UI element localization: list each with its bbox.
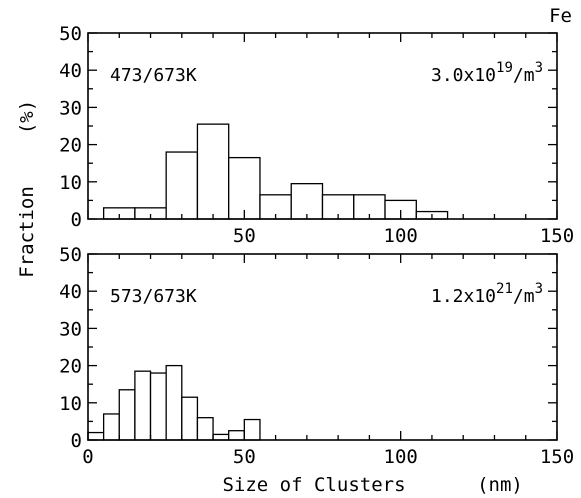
histogram-bar-1-7: [196, 417, 214, 441]
histogram-bar-0-2: [165, 151, 199, 220]
histogram-bar-0-3: [196, 123, 230, 220]
x-tick-label-0-3: 150: [540, 225, 574, 247]
histogram-bar-1-4: [149, 372, 167, 441]
histogram-bar-1-5: [165, 364, 183, 441]
histogram-bar-1-2: [118, 389, 136, 441]
condition-label-1: 573/673K: [110, 286, 197, 307]
x-tick-label-0-2: 100: [384, 225, 418, 247]
histogram-bar-1-8: [212, 433, 230, 441]
x-tick-label-1-1: 50: [233, 446, 256, 468]
panel-bottom: 0 50 100 150 0 10 20 30 40 50 573/673K 1.2x1021/m3: [59, 244, 574, 468]
histogram-bar-0-6: [290, 183, 324, 220]
y-tick-label-0-3: 30: [59, 97, 82, 119]
panel-top: 50 100 150 0 10 20 30 40 50 473/673K 3.0x1019/m3: [59, 23, 574, 247]
histogram-bar-1-3: [134, 370, 152, 441]
y-tick-label-0-2: 20: [59, 135, 82, 157]
y-tick-label-1-1: 10: [59, 393, 82, 415]
condition-label-0: 473/673K: [110, 65, 197, 86]
x-tick-label-0-1: 50: [233, 225, 256, 247]
element-label: Fe: [549, 5, 572, 27]
y-tick-label-0-5: 50: [59, 23, 82, 45]
x-axis-title: Size of Clusters: [222, 474, 405, 496]
x-tick-label-1-3: 150: [540, 446, 574, 468]
y-axis-title: Fraction: [16, 186, 38, 278]
density-label-0: 3.0x1019/m3: [431, 60, 543, 86]
y-tick-label-1-0: 0: [71, 430, 82, 452]
histogram-bar-1-9: [228, 430, 245, 441]
x-axis-unit: (nm): [477, 474, 523, 496]
y-tick-label-0-1: 10: [59, 172, 82, 194]
y-tick-label-0-4: 40: [59, 60, 82, 82]
density-label-1: 1.2x1021/m3: [431, 281, 543, 307]
histogram-bar-0-4: [228, 156, 261, 220]
y-axis-unit: (%): [16, 100, 38, 134]
y-tick-label-1-3: 30: [59, 318, 82, 340]
histogram-bar-1-1: [102, 413, 120, 441]
y-tick-label-0-0: 0: [71, 209, 82, 231]
histogram-bar-1-6: [181, 396, 199, 441]
x-tick-label-1-2: 100: [384, 446, 418, 468]
histogram-bar-1-0: [87, 431, 105, 441]
histogram-bar-1-10: [243, 418, 261, 441]
x-tick-label-1-0: 0: [82, 446, 93, 468]
y-tick-label-1-2: 20: [59, 356, 82, 378]
y-tick-label-1-5: 50: [59, 244, 82, 266]
y-tick-label-1-4: 40: [59, 281, 82, 303]
